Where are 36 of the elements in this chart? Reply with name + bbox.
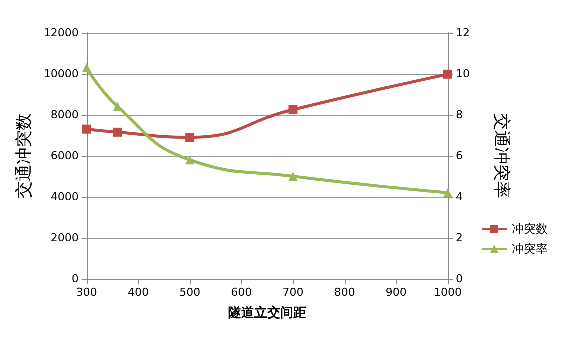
point (186, 156, 195, 165)
y2-tick-label: 6 (456, 150, 463, 162)
x-tick-label: 700 (282, 286, 304, 299)
y2-tick-label: 0 (456, 272, 463, 286)
y2-tick-label: 8 (456, 108, 463, 122)
y2-tick-label: 4 (456, 190, 463, 204)
y-tick-label: 0 (72, 272, 79, 286)
y2-axis-title: 交通冲突率 (492, 114, 512, 198)
legend-label: 冲突率 (512, 242, 548, 256)
y-tick-label: 10000 (44, 68, 79, 80)
legend-label: 冲突数 (512, 222, 548, 236)
y2-tick-label: 10 (456, 68, 470, 80)
y-axis-title: 交通冲突数 (14, 114, 34, 198)
point (444, 70, 452, 79)
point (186, 133, 195, 142)
point (288, 172, 298, 181)
point (82, 63, 92, 72)
y-tick-label: 2000 (50, 232, 79, 244)
point (82, 124, 92, 134)
x-tick-label: 900 (386, 286, 407, 299)
point (288, 105, 298, 114)
x-axis-title: 隧道立交间距 (228, 305, 306, 321)
x-tick-label: 300 (76, 286, 98, 299)
y-tick-label: 6000 (50, 150, 79, 162)
x-tick-label: 400 (128, 286, 149, 299)
point (113, 128, 122, 137)
x-tick-label: 1000 (434, 286, 462, 299)
x-tick-label: 600 (231, 286, 252, 299)
point (444, 188, 452, 198)
y-tick-label: 4000 (50, 190, 79, 204)
x-tick-label: 500 (180, 286, 201, 299)
x-tick-label: 800 (334, 286, 356, 299)
y-tick-label: 12000 (44, 26, 79, 40)
y2-tick-label: 2 (456, 232, 463, 244)
y2-tick-label: 12 (456, 26, 470, 40)
y-tick-label: 8000 (50, 108, 79, 122)
